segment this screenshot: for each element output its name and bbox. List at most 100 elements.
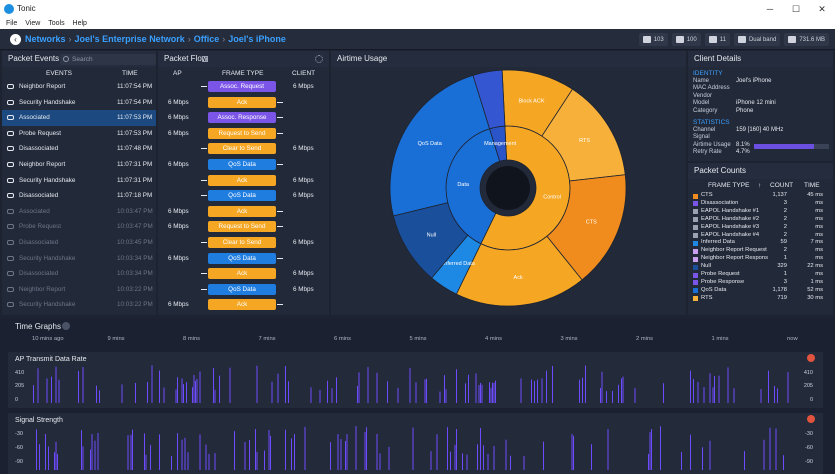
breadcrumb-networks[interactable]: Networks	[25, 34, 66, 44]
event-row[interactable]: Disassociated 10:03:34 PM	[2, 266, 156, 282]
event-row[interactable]: Neighbor Report 10:03:22 PM	[2, 282, 156, 298]
column-header-frame-type[interactable]: FRAME TYPE	[708, 182, 750, 189]
flow-row[interactable]: 6 Mbps QoS Data	[158, 251, 329, 267]
event-row[interactable]: Neighbor Report 11:07:54 PM	[2, 79, 156, 95]
sunburst-segment[interactable]	[389, 74, 491, 217]
flow-ap-rate: 6 Mbps	[168, 207, 189, 215]
home-icon[interactable]: ‹	[10, 34, 21, 45]
packet-count-row[interactable]: Neighbor Report Request 2 ms	[688, 247, 833, 254]
column-header-events[interactable]: EVENTS	[46, 70, 73, 77]
event-row[interactable]: Security Handshake 10:03:22 PM	[2, 297, 156, 313]
graph-spike	[714, 375, 715, 403]
sort-arrow-icon[interactable]: ↑	[758, 182, 762, 189]
event-row[interactable]: Probe Request 10:03:47 PM	[2, 219, 156, 235]
flow-row[interactable]: 6 Mbps Request to Send	[158, 126, 329, 142]
packet-count-row[interactable]: EAPOL Handshake #3 2 ms	[688, 224, 833, 231]
flow-row[interactable]: 6 Mbps Request to Send	[158, 219, 329, 235]
event-row[interactable]: Security Handshake 11:07:31 PM	[2, 173, 156, 189]
signal-strength-plot[interactable]	[30, 426, 790, 472]
packet-count-row[interactable]: QoS Data 1,178 52 ms	[688, 287, 833, 294]
search-input[interactable]: Search	[60, 54, 156, 65]
flow-row[interactable]: 6 Mbps QoS Data	[158, 157, 329, 173]
packet-count-row[interactable]: Probe Response 3 1 ms	[688, 279, 833, 286]
collapse-icon[interactable]	[62, 322, 70, 330]
event-time: 10:03:34 PM	[117, 270, 153, 278]
event-row[interactable]: Disassociated 11:07:48 PM	[2, 141, 156, 157]
minimize-button[interactable]: ─	[766, 4, 774, 14]
menu-file[interactable]: File	[6, 20, 18, 27]
graph-spike	[612, 390, 613, 403]
flow-row[interactable]: 6 Mbps Assoc. Response	[158, 110, 329, 126]
graph-spike	[331, 388, 333, 403]
packet-count-row[interactable]: Disassociation 3 ms	[688, 200, 833, 207]
gear-icon[interactable]	[315, 55, 323, 63]
save-icon[interactable]	[202, 56, 208, 62]
packet-count-row[interactable]: CTS 1,137 45 ms	[688, 192, 833, 199]
event-row[interactable]: Disassociated 10:03:45 PM	[2, 235, 156, 251]
graph-spike	[591, 444, 592, 470]
column-header-time[interactable]: TIME	[804, 182, 820, 189]
packet-count-row[interactable]: EAPOL Handshake #2 2 ms	[688, 216, 833, 223]
packet-count-row[interactable]: EAPOL Handshake #1 2 ms	[688, 208, 833, 215]
event-row[interactable]: Probe Request 11:07:53 PM	[2, 126, 156, 142]
packet-count-row[interactable]: RTS 719 30 ms	[688, 295, 833, 302]
graph-spike	[763, 439, 765, 470]
flow-row[interactable]: 6 Mbps Ack	[158, 95, 329, 111]
graph-spike	[601, 371, 603, 403]
packet-count-row[interactable]: EAPOL Handshake #4 2 ms	[688, 232, 833, 239]
flow-row[interactable]: Clear to Send 6 Mbps	[158, 141, 329, 157]
column-header-count[interactable]: COUNT	[770, 182, 794, 189]
graph-spike	[366, 427, 367, 470]
close-chart-icon[interactable]	[807, 354, 815, 362]
nav-bar: ‹ Networks › Joel's Enterprise Network › O…	[0, 29, 835, 50]
graph-spike	[99, 390, 100, 403]
graph-spike	[355, 426, 357, 470]
sunburst-segment[interactable]	[472, 69, 506, 130]
breadcrumb-device[interactable]: Joel's iPhone	[228, 34, 286, 44]
event-icon	[7, 84, 14, 89]
status-chip[interactable]: 11	[704, 33, 730, 46]
packet-count-row[interactable]: Neighbor Report Respons 1 ms	[688, 255, 833, 262]
flow-row[interactable]: Ack 6 Mbps	[158, 266, 329, 282]
frame-type-pill: Clear to Send	[208, 143, 276, 155]
breadcrumb-office[interactable]: Office	[193, 34, 220, 44]
status-chip[interactable]: 731.6 MB	[784, 33, 829, 46]
flow-client-rate: 6 Mbps	[293, 145, 314, 153]
graph-spike	[571, 433, 573, 470]
ap-transmit-plot[interactable]	[30, 365, 790, 405]
airtime-sunburst-chart[interactable]: Control Data Management Block ACK RTS CTS Ack I…	[331, 67, 686, 313]
graph-spike	[199, 371, 201, 403]
maximize-button[interactable]: ☐	[791, 4, 801, 14]
close-chart-icon[interactable]	[807, 415, 815, 423]
status-chip[interactable]: 100	[671, 33, 701, 46]
event-row[interactable]: Associated 10:03:47 PM	[2, 204, 156, 220]
event-icon	[7, 240, 14, 245]
event-row[interactable]: Neighbor Report 11:07:31 PM	[2, 157, 156, 173]
flow-row[interactable]: 6 Mbps Ack	[158, 204, 329, 220]
status-chip[interactable]: 103	[638, 33, 668, 46]
status-chip[interactable]: Dual band	[733, 33, 781, 46]
detail-value: Phone	[736, 107, 754, 114]
packet-count-row[interactable]: Null 329 22 ms	[688, 263, 833, 270]
flow-row[interactable]: Assoc. Request 6 Mbps	[158, 79, 329, 95]
flow-row[interactable]: QoS Data 6 Mbps	[158, 188, 329, 204]
menu-tools[interactable]: Tools	[48, 20, 65, 27]
column-header-time[interactable]: TIME	[122, 70, 138, 77]
flow-row[interactable]: Clear to Send 6 Mbps	[158, 235, 329, 251]
frame-time: 22 ms	[807, 263, 823, 270]
close-window-button[interactable]: ✕	[818, 4, 826, 14]
flow-row[interactable]: 6 Mbps Ack	[158, 297, 329, 313]
breadcrumb-network[interactable]: Joel's Enterprise Network	[74, 34, 185, 44]
event-row[interactable]: Associated 11:07:53 PM	[2, 110, 156, 126]
event-row[interactable]: Security Handshake 11:07:54 PM	[2, 95, 156, 111]
menu-help[interactable]: Help	[72, 20, 87, 27]
flow-row[interactable]: Ack 6 Mbps	[158, 173, 329, 189]
packet-count-row[interactable]: Probe Request 1 ms	[688, 271, 833, 278]
packet-count-row[interactable]: Inferred Data 59 7 ms	[688, 239, 833, 246]
event-row[interactable]: Disassociated 11:07:18 PM	[2, 188, 156, 204]
flow-row[interactable]: QoS Data 6 Mbps	[158, 282, 329, 298]
menu-view[interactable]: View	[25, 20, 41, 27]
event-row[interactable]: Security Handshake 10:03:34 PM	[2, 251, 156, 267]
frame-type-pill: Ack	[208, 205, 276, 217]
graph-spike	[493, 445, 495, 470]
